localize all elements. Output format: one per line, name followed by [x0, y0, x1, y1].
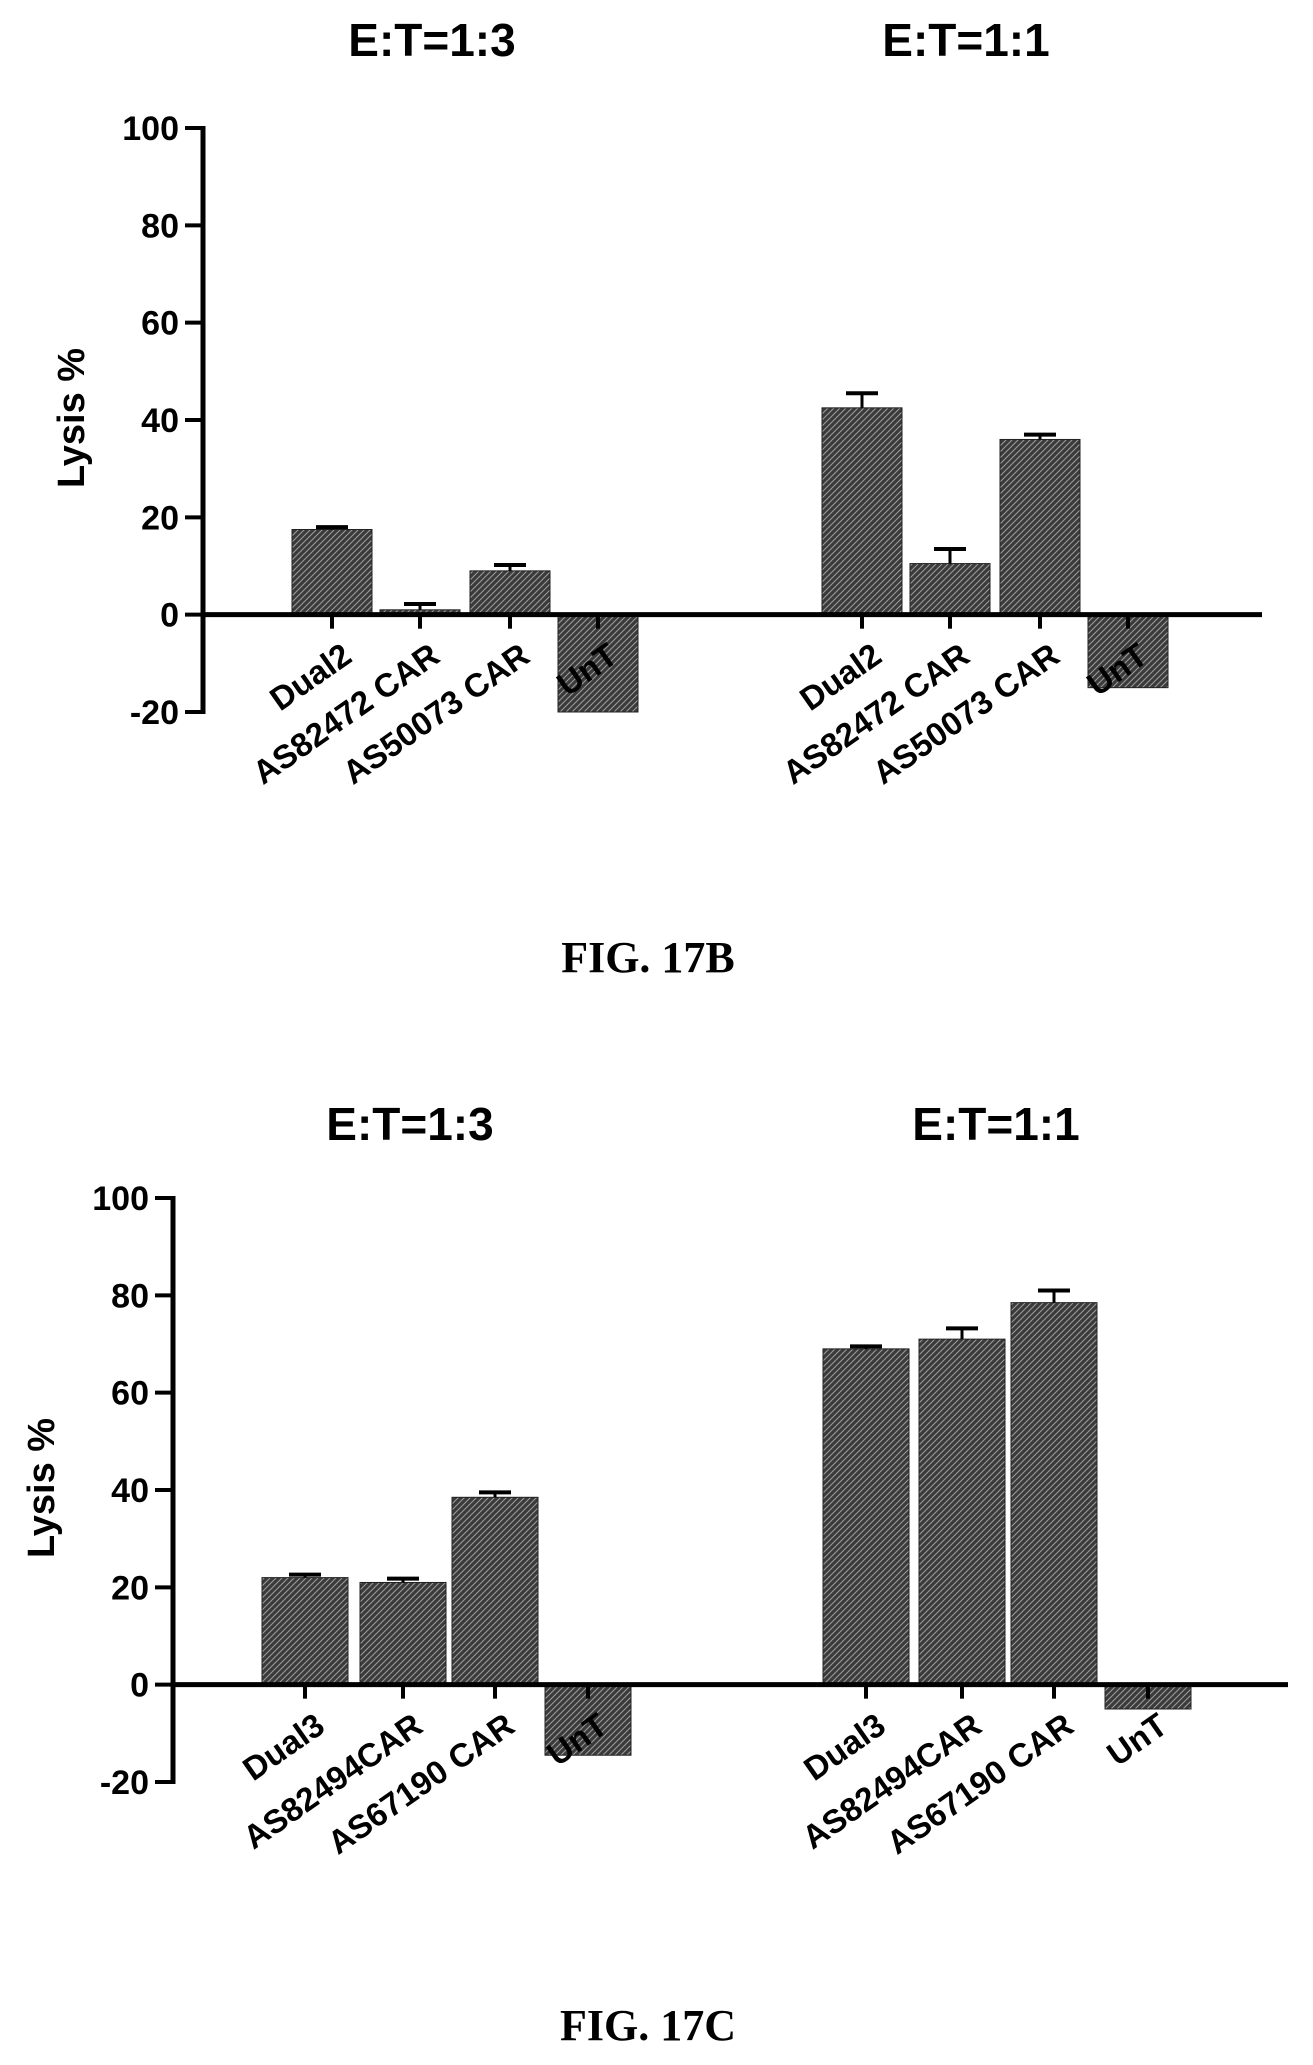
bar: [291, 529, 373, 616]
y-tick-label: 20: [111, 1569, 149, 1607]
y-tick-label: 20: [141, 499, 179, 537]
bar: [557, 614, 639, 713]
x-tick-label: UnT: [1100, 1706, 1174, 1773]
y-tick-label: 0: [160, 597, 179, 635]
y-tick-label: 100: [122, 110, 179, 148]
bar: [1010, 1302, 1098, 1686]
bar: [909, 563, 991, 616]
y-tick-label: 80: [141, 207, 179, 245]
y-tick-label: 100: [92, 1180, 149, 1218]
bar: [261, 1577, 349, 1686]
y-axis-label: Lysis %: [21, 1418, 63, 1558]
bar: [918, 1338, 1006, 1686]
y-tick-label: 60: [141, 305, 179, 343]
y-tick-label: 80: [111, 1277, 149, 1315]
bar: [469, 570, 551, 616]
panel-title-right: E:T=1:1: [912, 1098, 1079, 1150]
y-tick-label: -20: [100, 1764, 149, 1802]
y-tick-label: 40: [141, 402, 179, 440]
figure-caption: FIG. 17B: [561, 933, 735, 982]
y-tick-label: 0: [130, 1667, 149, 1705]
y-axis-label: Lysis %: [51, 348, 93, 488]
bar: [999, 438, 1081, 616]
bar: [822, 1348, 910, 1686]
bar: [451, 1496, 539, 1686]
panel-title-left: E:T=1:3: [348, 14, 515, 66]
chart-fig-17c: E:T=1:3 E:T=1:1 Lysis % Dual3AS82494CARA…: [21, 1098, 1288, 2050]
panel-title-left: E:T=1:3: [326, 1098, 493, 1150]
figure-caption: FIG. 17C: [560, 2001, 736, 2050]
y-tick-label: -20: [130, 694, 179, 732]
bar: [821, 407, 903, 616]
bar: [359, 1581, 447, 1686]
y-tick-label: 60: [111, 1375, 149, 1413]
y-tick-label: 40: [111, 1472, 149, 1510]
panel-title-right: E:T=1:1: [882, 14, 1049, 66]
